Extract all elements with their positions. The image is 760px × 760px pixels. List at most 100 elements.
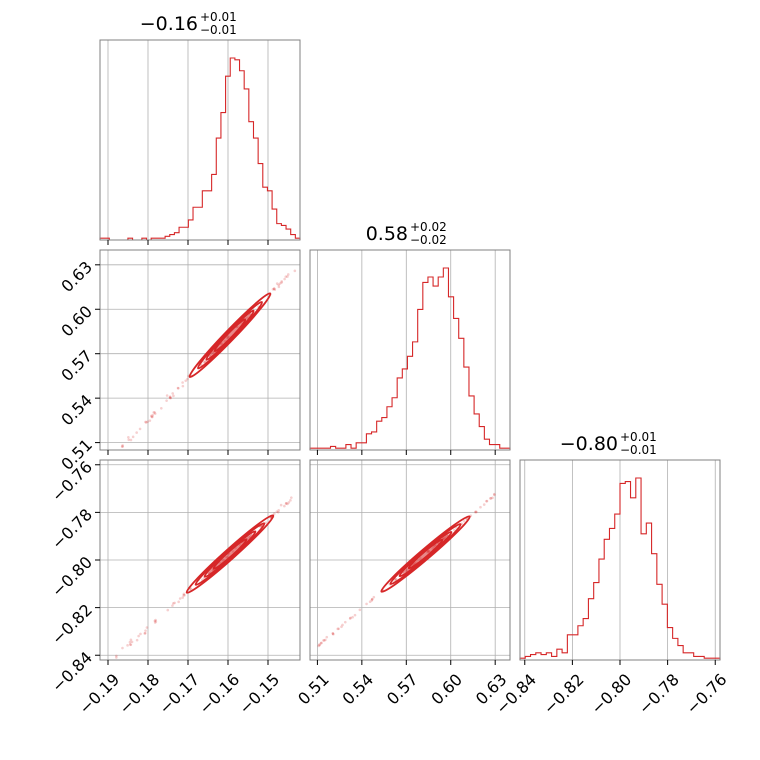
x-tick-label: 0.60 xyxy=(427,670,466,709)
scatter-point xyxy=(278,282,282,285)
scatter-point xyxy=(489,497,492,500)
scatter-point xyxy=(152,411,156,414)
scatter-point xyxy=(349,616,352,620)
scatter-point xyxy=(348,617,352,620)
histogram-title-minus: −0.02 xyxy=(410,233,447,247)
scatter-point xyxy=(151,415,154,419)
histogram-title-value: −0.16 xyxy=(140,13,198,35)
histogram-title-value: −0.80 xyxy=(560,433,618,455)
scatter-point xyxy=(365,602,368,606)
scatter-point xyxy=(144,421,148,424)
scatter-point xyxy=(275,510,279,513)
scatter-point xyxy=(202,360,205,364)
histogram-title-plus: +0.02 xyxy=(410,220,447,234)
x-tick-label: 0.54 xyxy=(339,670,378,709)
scatter-point xyxy=(286,273,290,276)
scatter-point xyxy=(279,503,283,507)
panel-frame xyxy=(99,39,301,241)
scatter-point xyxy=(128,643,132,646)
scatter-point xyxy=(183,593,186,597)
scatter-point xyxy=(150,415,154,419)
scatter-point xyxy=(475,510,478,514)
scatter-point xyxy=(129,643,133,647)
scatter-point xyxy=(130,640,134,644)
scatter-point xyxy=(370,597,374,601)
scatter-point xyxy=(173,601,176,605)
panel-frame xyxy=(309,459,511,661)
scatter-point xyxy=(176,386,180,390)
scatter-point xyxy=(474,510,477,513)
scatter-point xyxy=(493,493,496,497)
scatter-point xyxy=(181,596,184,599)
scatter-point xyxy=(171,604,174,607)
x-tick-label: −0.80 xyxy=(587,670,635,718)
scatter-point xyxy=(143,632,147,635)
scatter-point xyxy=(137,634,140,638)
scatter-point xyxy=(284,502,288,505)
contour-level-1 xyxy=(380,515,471,593)
scatter-point xyxy=(271,288,275,291)
scatter-point xyxy=(186,377,189,381)
scatter-point xyxy=(182,593,185,597)
scatter-point xyxy=(372,595,376,599)
scatter-point xyxy=(325,635,329,639)
scatter-point xyxy=(341,623,344,627)
scatter-point xyxy=(320,641,323,645)
scatter-point xyxy=(293,269,297,273)
scatter-point xyxy=(482,503,486,506)
scatter-point xyxy=(153,412,157,415)
scatter-point xyxy=(166,608,170,612)
histogram-title-plus: +0.01 xyxy=(200,10,237,24)
scatter-point xyxy=(453,528,456,532)
contour-core xyxy=(209,313,251,357)
y-tick-label: −0.80 xyxy=(48,553,96,601)
scatter-point xyxy=(154,618,157,622)
scatter-point xyxy=(168,395,172,398)
scatter-point xyxy=(146,420,149,424)
scatter-point xyxy=(491,496,494,500)
scatter-point xyxy=(331,632,335,636)
scatter-point xyxy=(144,629,147,632)
scatter-point xyxy=(353,613,357,617)
scatter-point xyxy=(318,643,321,647)
scatter-point xyxy=(135,638,139,642)
x-tick-label: −0.78 xyxy=(635,670,683,718)
scatter-point xyxy=(368,600,372,604)
scatter-point xyxy=(145,626,149,629)
scatter-point xyxy=(474,510,477,514)
scatter-point xyxy=(394,577,398,581)
scatter-point xyxy=(189,587,193,591)
scatter-point xyxy=(275,282,279,285)
panel-frame xyxy=(309,249,511,451)
scatter-point xyxy=(203,360,207,364)
scatter-point xyxy=(127,438,131,442)
scatter-point xyxy=(129,438,133,442)
scatter-point xyxy=(131,435,135,439)
scatter-point xyxy=(153,411,156,414)
scatter-point xyxy=(273,288,277,292)
scatter-point xyxy=(318,643,321,646)
x-tick-label: −0.82 xyxy=(540,670,588,718)
scatter-point xyxy=(319,641,323,645)
scatter-point xyxy=(336,627,340,631)
scatter-point xyxy=(171,392,174,395)
scatter-point xyxy=(317,644,320,648)
histogram-3 xyxy=(519,477,721,660)
scatter-point xyxy=(394,578,398,581)
scatter-point xyxy=(322,639,326,642)
scatter-point xyxy=(331,632,335,635)
scatter-point xyxy=(177,386,180,390)
scatter-point xyxy=(272,287,276,291)
scatter-point xyxy=(178,597,182,600)
scatter-point xyxy=(462,519,466,523)
histogram-title-minus: −0.01 xyxy=(620,443,657,457)
scatter-point xyxy=(121,445,124,448)
scatter-point xyxy=(280,281,283,284)
scatter-point xyxy=(151,413,155,417)
x-tick-label: −0.19 xyxy=(75,670,123,718)
scatter-point xyxy=(489,497,493,500)
scatter-point xyxy=(485,499,488,503)
scatter-point xyxy=(138,427,142,431)
scatter-point xyxy=(276,510,280,514)
